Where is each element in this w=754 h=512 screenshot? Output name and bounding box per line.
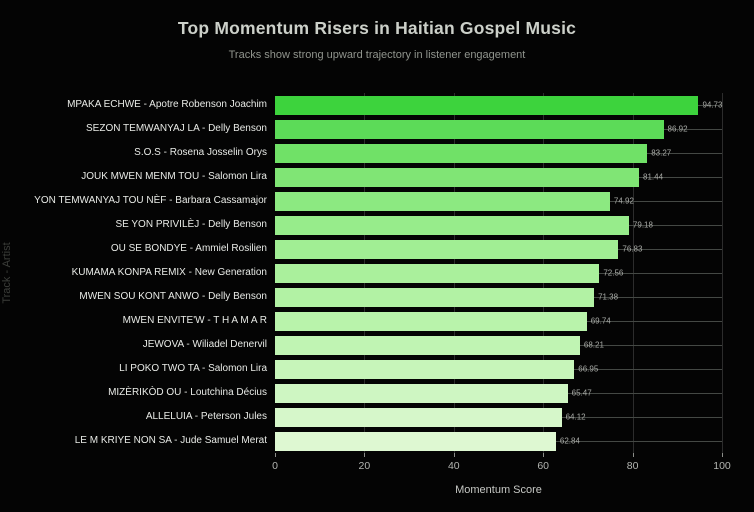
axis-tick xyxy=(453,453,455,457)
bar-value-label: 68.21 xyxy=(583,340,604,350)
bar-value-label: 79.18 xyxy=(632,220,653,230)
bar-row: 94.73 xyxy=(275,93,722,117)
axis-tick xyxy=(364,453,366,457)
bar-value-label: 86.92 xyxy=(667,124,688,134)
axis-tick xyxy=(632,453,634,457)
category-label: OU SE BONDYE - Ammiel Rosilien xyxy=(110,243,267,254)
bar xyxy=(275,311,587,331)
bar xyxy=(275,239,619,259)
category-label: S.O.S - Rosena Josselin Orys xyxy=(134,147,267,158)
bar-row: 64.12 xyxy=(275,405,722,429)
bar-row: 79.18 xyxy=(275,213,722,237)
axis-tick xyxy=(275,453,276,457)
bar-row: 71.38 xyxy=(275,285,722,309)
bar-row: 81.44 xyxy=(275,165,722,189)
bar xyxy=(275,167,640,187)
bar xyxy=(275,287,595,307)
axis-tick-label: 0 xyxy=(272,460,278,472)
x-axis-label: Momentum Score xyxy=(455,484,542,496)
bar-row: 74.92 xyxy=(275,189,722,213)
x-axis: 0 20 40 60 80 100 xyxy=(272,453,731,493)
bar xyxy=(275,263,600,283)
bar-value-label: 74.92 xyxy=(613,196,634,206)
bar-row: 69.74 xyxy=(275,309,722,333)
bar xyxy=(275,431,556,451)
category-label: JOUK MWEN MENM TOU - Salomon Lira xyxy=(81,171,267,182)
axis-tick-label: 100 xyxy=(713,460,731,472)
category-label: YON TEMWANYAJ TOU NÈF - Barbara Cassamaj… xyxy=(34,195,267,206)
bar xyxy=(275,191,610,211)
axis-tick xyxy=(543,453,545,457)
bar-value-label: 64.12 xyxy=(565,412,586,422)
axis-tick-label: 40 xyxy=(447,460,460,472)
bar xyxy=(275,383,568,403)
bar-value-label: 62.84 xyxy=(559,436,580,446)
bar-value-label: 94.73 xyxy=(702,100,723,110)
bar xyxy=(275,359,575,379)
bar xyxy=(275,143,648,163)
chart-subtitle: Tracks show strong upward trajectory in … xyxy=(228,49,526,61)
category-label: MWEN SOU KONT ANWO - Delly Benson xyxy=(79,291,267,302)
axis-tick xyxy=(722,453,723,457)
bar xyxy=(275,215,629,235)
bar xyxy=(275,407,562,427)
bar-value-label: 83.27 xyxy=(651,148,672,158)
axis-tick-label: 80 xyxy=(626,460,639,472)
bar-row: 68.21 xyxy=(275,333,722,357)
category-label: MIZÈRIKÒD OU - Loutchina Décius xyxy=(108,387,267,398)
category-label: MPAKA ECHWE - Apotre Robenson Joachim xyxy=(67,99,267,110)
category-label: MWEN ENVITE'W - T H A M A R xyxy=(122,315,267,326)
bar-row: 65.47 xyxy=(275,381,722,405)
chart-title: Top Momentum Risers in Haitian Gospel Mu… xyxy=(177,18,577,38)
axis-tick-label: 60 xyxy=(537,460,550,472)
bar-value-label: 66.95 xyxy=(578,364,599,374)
bar-row: 83.27 xyxy=(275,141,722,165)
category-label: ALLELUIA - Peterson Jules xyxy=(145,411,267,422)
category-label: JEWOVA - Wiliadel Denervil xyxy=(142,339,267,350)
category-label: LE M KRIYE NON SA - Jude Samuel Merat xyxy=(74,435,267,446)
category-label: LI POKO TWO TA - Salomon Lira xyxy=(119,363,267,374)
category-labels: MPAKA ECHWE - Apotre Robenson Joachim SEZ… xyxy=(0,93,267,453)
bar-row: 62.84 xyxy=(275,429,722,453)
bar-value-label: 76.83 xyxy=(622,244,643,254)
bar-row: 66.95 xyxy=(275,357,722,381)
bar-row: 86.92 xyxy=(275,117,722,141)
bar-row: 72.56 xyxy=(275,261,722,285)
plot-area: 94.73 86.92 83.27 81.44 74.92 79.18 76.83 72.56… xyxy=(275,93,723,453)
category-label: SEZON TEMWANYAJ LA - Delly Benson xyxy=(86,123,267,134)
category-label: SE YON PRIVILÈJ - Delly Benson xyxy=(115,219,267,230)
bar xyxy=(275,335,580,355)
bar-value-label: 72.56 xyxy=(603,268,624,278)
bar-value-label: 69.74 xyxy=(590,316,611,326)
category-label: KUMAMA KONPA REMIX - New Generation xyxy=(71,267,267,278)
bar-row: 76.83 xyxy=(275,237,722,261)
bar xyxy=(275,119,664,139)
gridline-vertical xyxy=(722,93,723,453)
bar-value-label: 65.47 xyxy=(571,388,592,398)
bar-value-label: 81.44 xyxy=(643,172,664,182)
bar xyxy=(275,95,699,115)
axis-tick-label: 20 xyxy=(358,460,371,472)
bar-value-label: 71.38 xyxy=(598,292,619,302)
